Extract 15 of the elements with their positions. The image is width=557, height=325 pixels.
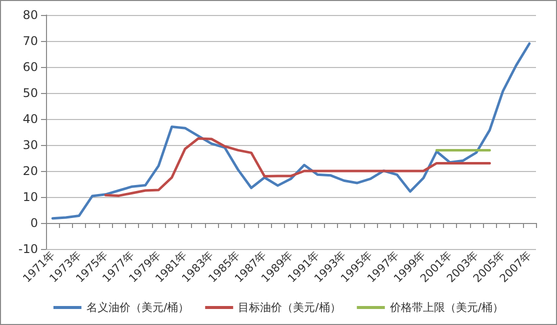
y-tick-label: 0	[30, 216, 38, 230]
legend-label: 名义油价（美元/桶）	[86, 301, 190, 314]
line-series	[51, 42, 531, 220]
line-series	[104, 137, 491, 197]
y-tick-label: 70	[22, 34, 38, 48]
y-tick-label: 40	[22, 112, 38, 126]
y-tick-label: -10	[18, 242, 38, 256]
y-tick-label: 10	[22, 190, 38, 204]
y-tick-label: 20	[22, 164, 38, 178]
legend-label: 目标油价（美元/桶）	[238, 301, 341, 314]
y-tick-label: 50	[22, 86, 38, 100]
y-tick-label: 30	[22, 138, 38, 152]
y-tick-label: 80	[22, 8, 38, 22]
legend-label: 价格带上限（美元/桶）	[388, 301, 504, 314]
y-tick-label: 60	[22, 60, 38, 74]
